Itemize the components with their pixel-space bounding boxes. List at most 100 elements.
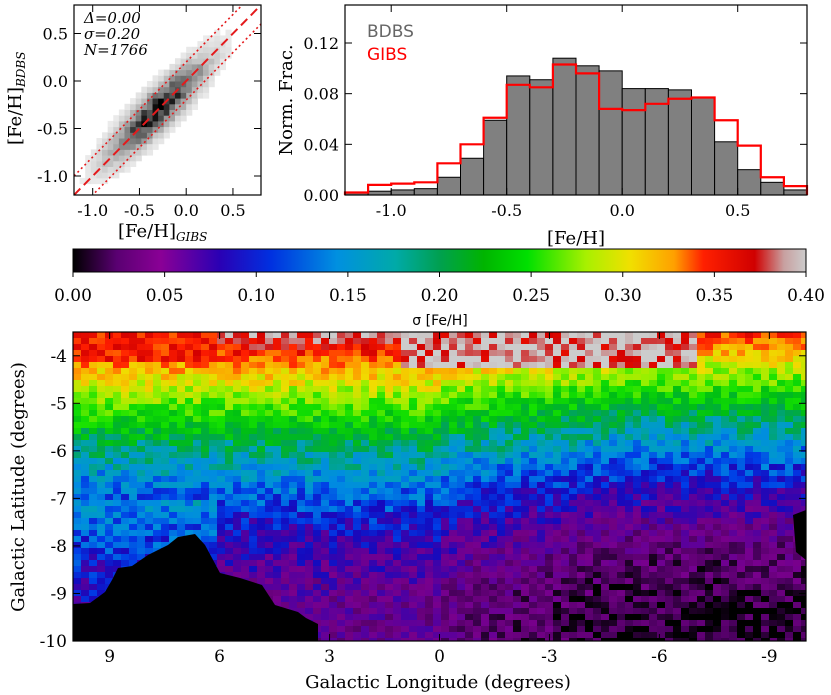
map-cell [665,548,674,555]
map-cell [153,536,162,543]
map-cell [753,518,762,525]
map-cell [497,368,506,375]
scatter-x-label: [Fe/H]GIBS [118,221,207,244]
map-cell [409,572,418,579]
map-cell [521,626,530,633]
density-cell [208,81,215,88]
map-cell [129,380,138,387]
density-cell [118,120,125,128]
map-cell [529,368,538,375]
map-cell [353,560,362,567]
map-cell [385,344,394,351]
map-cell [73,386,82,393]
map-cell [225,506,234,513]
map-cell [665,554,674,561]
map-cell [473,398,482,405]
map-cell [433,542,442,549]
map-cell [105,398,114,405]
map-cell [633,620,642,627]
map-cell [513,368,522,375]
map-cell [185,386,194,393]
map-cell [329,488,338,495]
map-cell [513,566,522,573]
map-cell [81,344,90,351]
map-cell [457,350,466,357]
map-cell [393,398,402,405]
map-cell [305,524,314,531]
map-cell [425,332,434,339]
map-cell [793,470,802,477]
map-cell [193,338,202,345]
map-cell [393,530,402,537]
map-cell [105,488,114,495]
map-cell [209,362,218,369]
map-cell [761,626,770,633]
map-cell [241,440,250,447]
map-cell [449,554,458,561]
map-cell [417,482,426,489]
map-cell [337,536,346,543]
map-cell [689,362,698,369]
map-cell [649,506,658,513]
map-cell [521,422,530,429]
map-cell [481,362,490,369]
map-cell [529,494,538,501]
map-cell [321,338,330,345]
map-cell [321,530,330,537]
map-cell [529,506,538,513]
map-cell [289,362,298,369]
map-cell [417,614,426,621]
map-cell [489,602,498,609]
histogram-y-tick-label: 0.08 [303,85,339,104]
map-cell [73,524,82,531]
map-cell [505,392,514,399]
map-cell [265,338,274,345]
map-cell [89,392,98,399]
map-cell [249,434,258,441]
map-cell [497,422,506,429]
map-cell [497,536,506,543]
map-cell [489,530,498,537]
density-cell [169,98,176,105]
map-cell [569,476,578,483]
density-cell [152,86,159,93]
map-cell [521,458,530,465]
map-cell [705,608,714,615]
map-cell [777,344,786,351]
map-cell [481,560,490,567]
map-cell [481,572,490,579]
map-cell [465,428,474,435]
map-cell [633,500,642,507]
map-cell [465,440,474,447]
density-cell [191,103,198,110]
map-cell [665,524,674,531]
map-cell [777,530,786,537]
map-cell [257,464,266,471]
map-cell [769,500,778,507]
map-cell [233,530,242,537]
map-cell [321,572,330,579]
map-cell [801,602,806,609]
map-cell [737,482,746,489]
map-cell [793,356,802,363]
map-cell [529,380,538,387]
map-cell [681,476,690,483]
map-cell [769,380,778,387]
map-cell [169,440,178,447]
map-cell [561,410,570,417]
map-cell [353,542,362,549]
map-cell [601,386,610,393]
map-cell [625,548,634,555]
map-cell [561,338,570,345]
map-cell [249,542,258,549]
map-cell [529,488,538,495]
map-cell [313,524,322,531]
map-cell [761,536,770,543]
map-cell [337,440,346,447]
map-cell [361,332,370,339]
map-cell [505,620,514,627]
map-cell [313,536,322,543]
map-cell [505,524,514,531]
map-cell [489,518,498,525]
map-cell [417,476,426,483]
